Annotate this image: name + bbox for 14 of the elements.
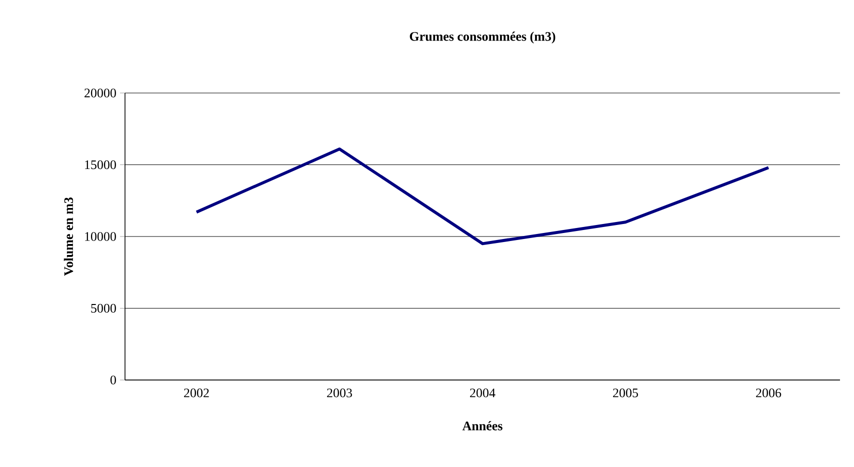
x-tick-label: 2005 [613, 388, 638, 398]
x-tick-label: 2002 [184, 388, 209, 398]
y-tick-label: 0 [110, 376, 116, 384]
y-tick-label: 15000 [85, 160, 116, 170]
y-tick-label: 10000 [85, 232, 116, 241]
y-tick-label: 20000 [84, 88, 116, 98]
x-tick-label: 2004 [470, 388, 496, 398]
x-axis-title: Années [462, 421, 502, 430]
x-tick-label: 2006 [756, 388, 782, 398]
y-axis-title: Volume en m3 [64, 197, 74, 276]
chart-title: Grumes consommées (m3) [410, 32, 556, 44]
x-tick-label: 2003 [327, 388, 352, 398]
line-series [195, 147, 770, 246]
y-tick-label: 5000 [91, 304, 116, 313]
